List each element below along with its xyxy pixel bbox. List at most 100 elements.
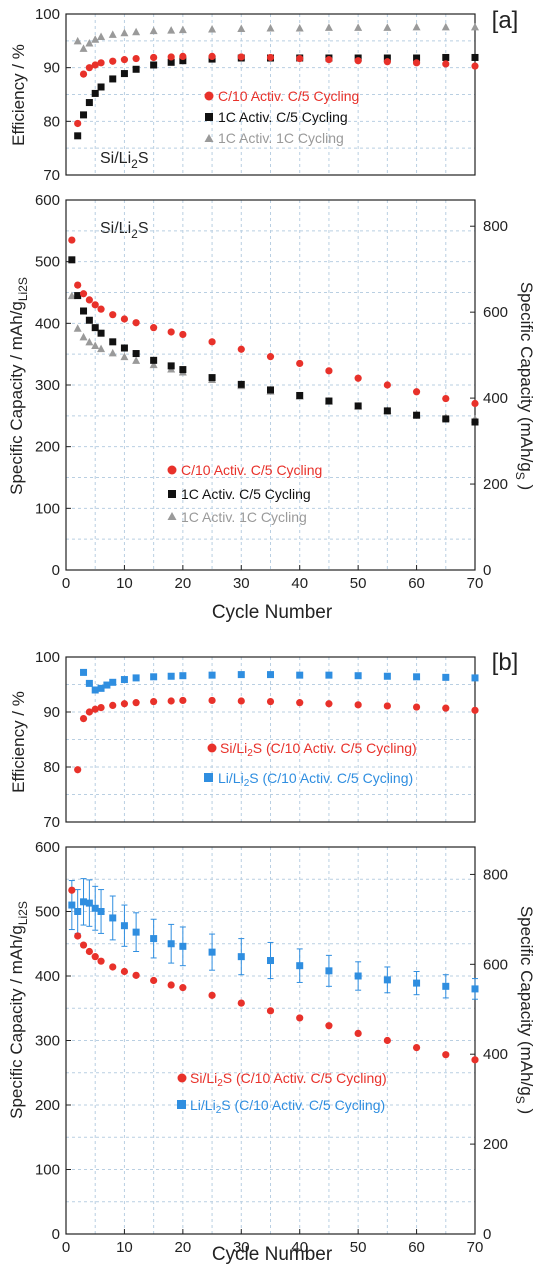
- data-point: [471, 22, 479, 31]
- data-point: [178, 25, 187, 34]
- data-point: [383, 407, 391, 415]
- legend-marker-square: [177, 1100, 186, 1109]
- data-point: [167, 328, 175, 336]
- data-point: [208, 671, 216, 679]
- data-point: [167, 58, 175, 66]
- data-point: [103, 681, 111, 689]
- data-point: [383, 672, 391, 680]
- plot-area: 70 80 90 100: [35, 649, 479, 831]
- data-point: [109, 57, 117, 65]
- data-point: [412, 22, 421, 31]
- series: [73, 22, 479, 52]
- data-point: [85, 64, 93, 72]
- data-point: [296, 671, 304, 679]
- data-point: [442, 60, 450, 68]
- data-point: [79, 715, 88, 723]
- data-point: [97, 305, 105, 313]
- data-point: [237, 380, 245, 388]
- data-point: [413, 673, 421, 681]
- legend-entry: 1C Activ. 1C Cycling: [181, 509, 307, 525]
- data-point: [354, 374, 362, 382]
- data-point: [267, 386, 274, 394]
- efficiency-axis-label: Efficiency / %: [9, 691, 28, 793]
- data-point: [80, 307, 88, 315]
- series: [68, 878, 479, 1000]
- data-point: [91, 324, 99, 332]
- x-tick-label: 30: [233, 1239, 250, 1256]
- data-point: [354, 672, 362, 680]
- data-point: [237, 953, 245, 961]
- data-point: [325, 700, 333, 708]
- y-tick-label: 100: [35, 6, 60, 23]
- data-point: [80, 898, 88, 906]
- data-point: [97, 957, 105, 965]
- data-point: [442, 415, 450, 423]
- x-tick-label: 50: [350, 1239, 367, 1256]
- y-tick-label: 100: [35, 1162, 60, 1179]
- data-point: [150, 356, 158, 364]
- data-point: [132, 54, 140, 63]
- data-point: [79, 941, 88, 949]
- data-point: [150, 324, 158, 332]
- data-point: [383, 702, 391, 710]
- data-point: [237, 24, 246, 32]
- data-point: [208, 374, 216, 382]
- capacity-plot-a: Specific Capacity / mAh/gLi2S Specific C…: [7, 192, 536, 623]
- data-point: [91, 341, 100, 350]
- data-point: [91, 686, 99, 694]
- data-point: [179, 984, 187, 992]
- data-point: [266, 353, 275, 361]
- data-point: [266, 23, 275, 32]
- data-point: [120, 315, 129, 323]
- x-tick-label: 20: [175, 575, 192, 592]
- data-point: [179, 330, 187, 339]
- data-point: [208, 696, 216, 705]
- data-point: [442, 1051, 450, 1059]
- data-point: [208, 338, 216, 346]
- data-point: [167, 940, 175, 948]
- data-point: [413, 54, 421, 62]
- y-tick-label: 600: [35, 192, 60, 209]
- data-point: [109, 914, 117, 922]
- data-point: [109, 338, 117, 346]
- legend: C/10 Activ. C/5 Cycling 1C Activ. C/5 Cy…: [204, 88, 359, 146]
- data-point: [296, 1014, 304, 1022]
- plot-frame: [65, 656, 476, 823]
- x-tick-label: 10: [116, 1239, 133, 1256]
- legend-marker-circle: [167, 465, 177, 475]
- data-point: [74, 281, 82, 289]
- data-point: [167, 53, 175, 61]
- y-tick-label: 300: [35, 1033, 60, 1050]
- y2-tick-label: 400: [483, 390, 508, 407]
- series: [68, 236, 479, 408]
- data-point: [120, 28, 129, 37]
- legend-marker-triangle: [167, 512, 177, 520]
- plot-frame: [65, 13, 476, 176]
- data-point: [97, 684, 105, 692]
- data-point: [295, 23, 304, 32]
- data-point: [471, 53, 479, 61]
- data-point: [85, 38, 94, 47]
- x-tick-label: 30: [233, 575, 250, 592]
- x-tick-label: 20: [175, 1239, 192, 1256]
- data-point: [74, 119, 82, 128]
- y-tick-label: 100: [35, 500, 60, 517]
- legend: Si/Li2S (C/10 Activ. C/5 Cycling) Li/Li2…: [177, 1070, 387, 1116]
- y-tick-label: 90: [43, 704, 60, 721]
- data-point: [267, 671, 274, 679]
- data-point: [79, 290, 88, 298]
- plot-area: 70 80 90 100: [35, 6, 479, 184]
- y2-tick-label: 0: [483, 1226, 491, 1243]
- data-point: [73, 36, 82, 45]
- y2-tick-label: 400: [483, 1046, 508, 1063]
- data-point: [79, 70, 88, 78]
- data-point: [325, 967, 333, 975]
- data-point: [412, 1043, 421, 1052]
- series: [74, 696, 479, 774]
- x-tick-label: 40: [291, 575, 308, 592]
- data-point: [91, 953, 99, 961]
- data-point: [149, 26, 158, 35]
- x-axis-label: Cycle Number: [212, 1244, 333, 1265]
- plot-area: 0 100 200 300 400 500 600 0 200 400 600 800 0 10 20 30 4…: [35, 192, 508, 592]
